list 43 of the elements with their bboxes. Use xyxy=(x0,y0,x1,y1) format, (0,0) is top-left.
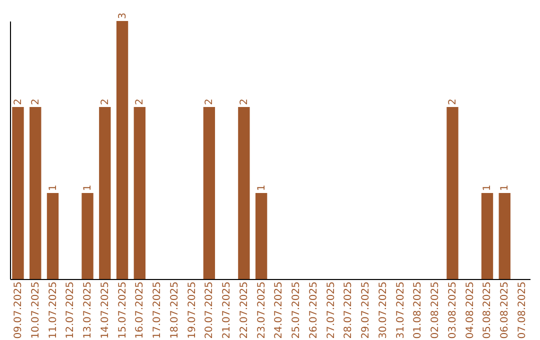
x-tick-label: 26.07.2025 xyxy=(308,282,320,339)
data-label: 2 xyxy=(30,98,42,105)
x-tick-label: 05.08.2025 xyxy=(482,282,494,339)
x-tick-label: 04.08.2025 xyxy=(464,282,476,339)
x-tick-label: 02.08.2025 xyxy=(430,282,442,339)
x-tick-label: 18.07.2025 xyxy=(169,282,180,339)
x-tick-label: 12.07.2025 xyxy=(65,282,76,339)
data-label: 2 xyxy=(12,98,24,105)
x-tick-label: 28.07.2025 xyxy=(343,282,354,339)
x-tick-label: 20.07.2025 xyxy=(204,282,216,339)
data-label: 2 xyxy=(238,98,250,105)
data-label: 1 xyxy=(48,184,59,191)
x-tick-label: 23.07.2025 xyxy=(256,282,268,339)
x-tick-label: 31.07.2025 xyxy=(395,282,406,339)
x-tick-label: 24.07.2025 xyxy=(274,282,285,339)
data-label: 2 xyxy=(447,98,458,105)
x-tick-label: 13.07.2025 xyxy=(82,282,94,339)
data-label: 1 xyxy=(82,184,94,191)
data-label: 2 xyxy=(100,98,111,105)
x-tick-label: 29.07.2025 xyxy=(360,282,372,339)
x-tick-label: 16.07.2025 xyxy=(134,282,146,339)
data-label: 2 xyxy=(134,98,146,105)
x-tick-label: 03.08.2025 xyxy=(447,282,458,339)
x-tick-label: 14.07.2025 xyxy=(100,282,111,339)
x-tick-label: 10.07.2025 xyxy=(30,282,42,339)
x-tick-label: 19.07.2025 xyxy=(186,282,198,339)
x-tick-label: 15.07.2025 xyxy=(117,282,128,339)
data-label: 3 xyxy=(117,12,128,19)
x-tick-label: 07.08.2025 xyxy=(517,282,528,339)
data-label: 2 xyxy=(204,98,216,105)
x-tick-label: 27.07.2025 xyxy=(326,282,337,339)
x-tick-label: 30.07.2025 xyxy=(378,282,389,339)
x-tick-label: 22.07.2025 xyxy=(238,282,250,339)
x-tick-label: 21.07.2025 xyxy=(222,282,233,339)
x-tick-label: 01.08.2025 xyxy=(412,282,424,339)
x-tick-label: 17.07.2025 xyxy=(152,282,164,339)
data-label: 1 xyxy=(500,184,511,191)
x-tick-label: 11.07.2025 xyxy=(48,282,59,339)
x-tick-label: 25.07.2025 xyxy=(291,282,302,339)
x-tick-label: 09.07.2025 xyxy=(12,282,24,339)
data-label: 1 xyxy=(482,184,494,191)
x-tick-label: 06.08.2025 xyxy=(500,282,511,339)
data-label: 1 xyxy=(256,184,268,191)
